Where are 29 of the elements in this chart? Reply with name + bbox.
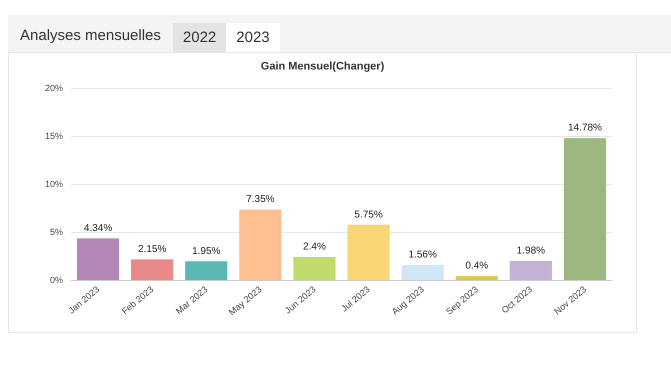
bar <box>239 209 282 280</box>
y-tick-label: 10% <box>44 179 63 189</box>
bar <box>76 238 120 280</box>
text: 2023 <box>226 23 280 52</box>
data-label: 1.95% <box>192 246 221 257</box>
y-tick-label: 5% <box>50 227 63 237</box>
data-label: 7.35% <box>246 194 275 205</box>
bar <box>131 259 174 280</box>
bar <box>347 224 390 280</box>
data-label: 1.56% <box>408 250 437 261</box>
bar <box>510 260 552 280</box>
data-label: 0.4% <box>465 260 488 272</box>
text: Analyses mensuelles <box>19 26 162 46</box>
y-tick-label: 20% <box>44 83 63 93</box>
data-label: 5.75% <box>354 209 383 220</box>
chart-title: Gain Mensuel(Changer) <box>260 60 385 72</box>
bar <box>185 261 228 280</box>
bar <box>564 138 606 280</box>
bar <box>456 276 498 280</box>
text: 2022 <box>172 23 226 52</box>
y-tick-label: 15% <box>44 131 63 141</box>
data-label: 1.98% <box>516 245 546 256</box>
data-label: 2.4% <box>303 241 326 252</box>
data-label: 14.78% <box>568 122 602 134</box>
data-label: 2.15% <box>138 244 166 255</box>
data-label: 4.34% <box>84 222 112 234</box>
bar <box>402 265 444 280</box>
bar <box>293 256 336 280</box>
y-tick-label: 0% <box>50 275 63 285</box>
